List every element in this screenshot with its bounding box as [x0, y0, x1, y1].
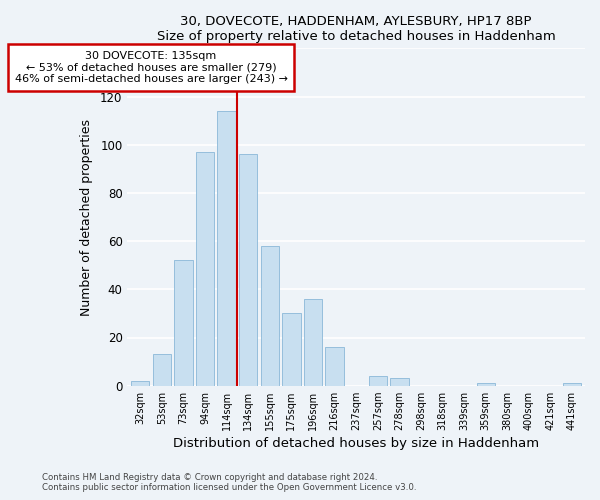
Bar — [196, 152, 214, 386]
Bar — [325, 347, 344, 386]
Text: Contains HM Land Registry data © Crown copyright and database right 2024.
Contai: Contains HM Land Registry data © Crown c… — [42, 473, 416, 492]
Bar — [368, 376, 387, 386]
Bar — [260, 246, 279, 386]
Title: 30, DOVECOTE, HADDENHAM, AYLESBURY, HP17 8BP
Size of property relative to detach: 30, DOVECOTE, HADDENHAM, AYLESBURY, HP17… — [157, 15, 556, 43]
Bar — [282, 314, 301, 386]
Bar — [131, 381, 149, 386]
Text: 30 DOVECOTE: 135sqm
← 53% of detached houses are smaller (279)
46% of semi-detac: 30 DOVECOTE: 135sqm ← 53% of detached ho… — [14, 50, 287, 84]
Bar — [239, 154, 257, 386]
Bar — [563, 384, 581, 386]
Bar — [217, 111, 236, 386]
Bar — [153, 354, 171, 386]
Bar — [304, 299, 322, 386]
Bar — [476, 384, 495, 386]
Bar — [390, 378, 409, 386]
Y-axis label: Number of detached properties: Number of detached properties — [80, 118, 93, 316]
X-axis label: Distribution of detached houses by size in Haddenham: Distribution of detached houses by size … — [173, 437, 539, 450]
Bar — [175, 260, 193, 386]
